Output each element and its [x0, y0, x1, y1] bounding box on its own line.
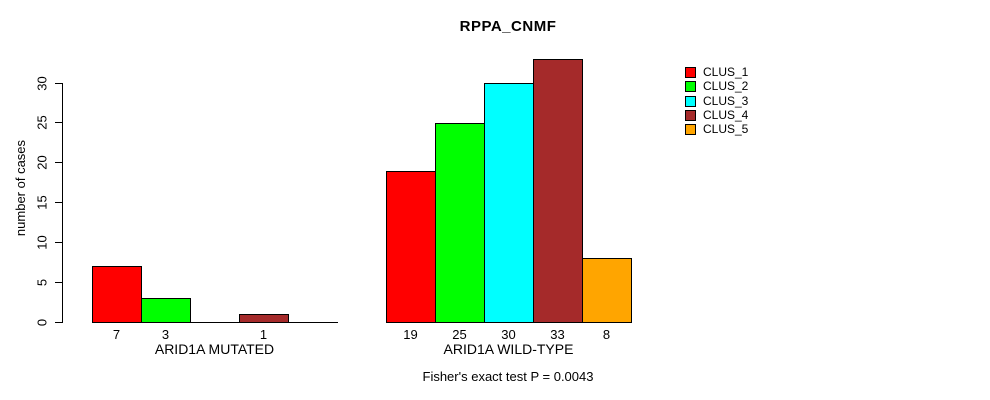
chart-title: RPPA_CNMF	[459, 18, 557, 35]
group-label: ARID1A MUTATED	[154, 341, 275, 357]
y-tick-label: 30	[34, 75, 50, 91]
bar-clus_1	[92, 266, 142, 323]
bar-clus_1	[386, 170, 436, 323]
legend-swatch-clus_5	[685, 124, 696, 136]
legend-label: CLUS_5	[703, 122, 749, 137]
y-tick	[55, 82, 62, 84]
y-tick-label: 0	[34, 318, 50, 326]
bar-value-label: 8	[602, 327, 611, 342]
group-label: ARID1A WILD-TYPE	[443, 341, 574, 357]
bar-value-label: 33	[550, 327, 565, 342]
group-baseline	[386, 322, 632, 323]
bar-clus_4	[533, 59, 583, 323]
legend-label: CLUS_3	[703, 93, 749, 108]
bar-clus_2	[141, 298, 191, 323]
legend-label: CLUS_4	[703, 107, 749, 122]
bar-value-label: 30	[501, 327, 516, 342]
y-tick-label: 15	[34, 195, 50, 210]
bar-value-label: 19	[403, 327, 418, 342]
bar-value-label: 25	[452, 327, 467, 342]
bar-value-label: 1	[259, 327, 268, 342]
bar-clus_3	[484, 83, 534, 323]
y-tick-label: 10	[34, 235, 50, 250]
legend-swatch-clus_2	[685, 81, 696, 93]
y-tick-label: 20	[34, 155, 50, 170]
y-tick	[55, 241, 62, 243]
y-tick	[55, 202, 62, 203]
bar-value-label: 3	[161, 327, 170, 342]
y-axis-line	[62, 83, 63, 323]
legend-label: CLUS_1	[703, 65, 749, 79]
y-tick	[55, 281, 62, 283]
legend-label: CLUS_2	[703, 79, 749, 94]
y-tick	[55, 122, 62, 124]
y-axis-label: number of cases	[13, 139, 28, 237]
y-tick	[55, 321, 62, 323]
bar-clus_2	[435, 122, 485, 323]
group-baseline	[92, 322, 338, 323]
legend-swatch-clus_3	[685, 95, 696, 107]
legend-swatch-clus_4	[685, 109, 696, 121]
bar-value-label: 7	[112, 327, 121, 342]
y-tick-label: 25	[34, 115, 50, 131]
bar-clus_5	[582, 258, 632, 323]
y-tick	[55, 162, 62, 164]
annotation-text: Fisher's exact test P = 0.0043	[422, 369, 594, 384]
y-tick-label: 5	[34, 278, 50, 286]
legend-swatch-clus_1	[685, 67, 696, 78]
